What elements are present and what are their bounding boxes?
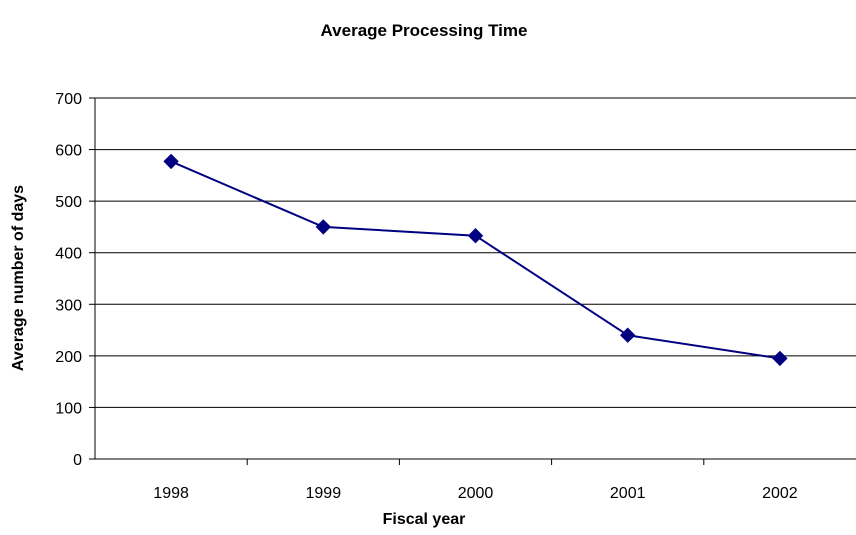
data-point-marker: [772, 350, 788, 367]
x-tick-label: 1999: [306, 485, 342, 502]
y-tick-label: 0: [73, 452, 82, 469]
x-ticks: 1998 1999 2000 2001 2002: [153, 459, 798, 502]
axes: [94, 98, 856, 460]
x-axis-title: Fiscal year: [383, 511, 466, 528]
x-tick-label: 2002: [762, 485, 798, 502]
data-point-marker: [467, 227, 484, 244]
y-tick-label: 500: [55, 194, 82, 211]
chart-title: Average Processing Time: [321, 21, 528, 40]
y-tick-label: 600: [55, 143, 82, 160]
series-group: [163, 153, 788, 367]
data-point-marker: [619, 327, 636, 343]
y-tick-label: 700: [55, 91, 82, 108]
gridlines: [95, 97, 856, 408]
y-tick-label: 200: [55, 349, 82, 366]
y-axis-title: Average number of days: [10, 185, 27, 371]
x-tick-label: 2001: [610, 485, 646, 502]
y-tick-label: 400: [55, 246, 82, 263]
data-point-marker: [315, 219, 332, 235]
y-tick-label: 100: [55, 400, 82, 417]
x-tick-label: 2000: [458, 485, 494, 502]
data-point-marker: [163, 153, 179, 170]
y-ticks: 0 100 200 300 400 500 600 700: [55, 91, 95, 469]
series-line: [170, 160, 781, 360]
x-tick-label: 1998: [153, 485, 189, 502]
y-tick-label: 300: [55, 297, 82, 314]
